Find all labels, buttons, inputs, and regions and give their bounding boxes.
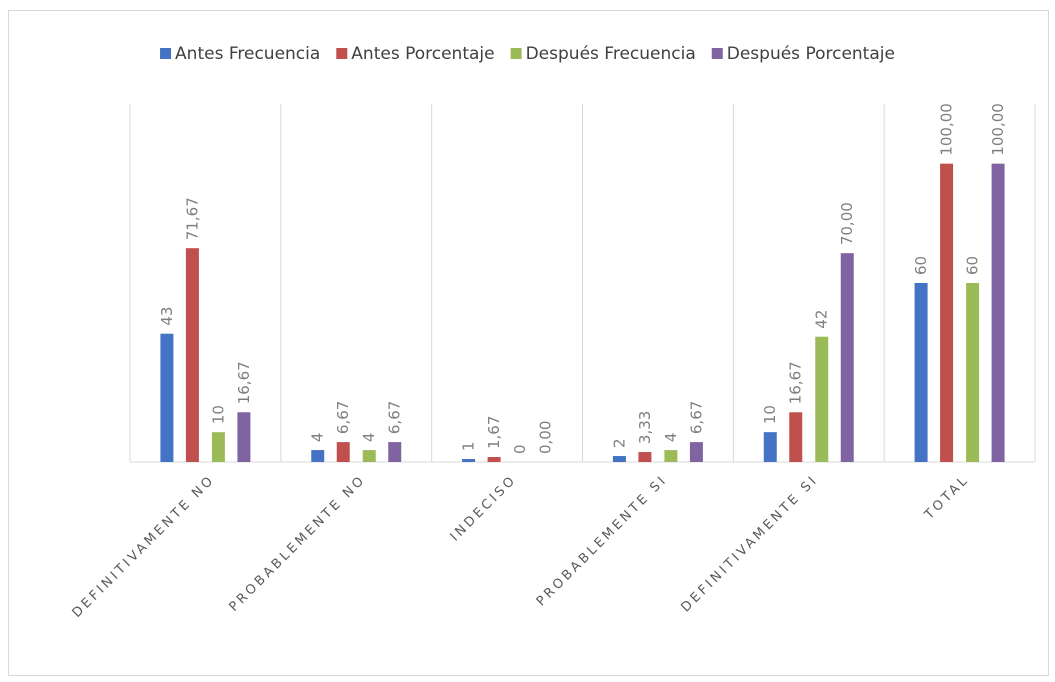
bar xyxy=(763,432,777,462)
data-label: 10 xyxy=(209,405,227,424)
legend-swatch xyxy=(336,48,348,59)
bar xyxy=(991,163,1005,462)
data-label: 6,67 xyxy=(334,401,352,434)
chart-border xyxy=(8,10,1049,676)
data-label: 6,67 xyxy=(687,401,705,434)
legend-swatch xyxy=(510,48,522,59)
legend-label: Antes Porcentaje xyxy=(351,44,494,64)
legend-label: Antes Frecuencia xyxy=(175,44,320,64)
bar xyxy=(840,253,854,462)
bar xyxy=(487,457,501,462)
data-label: 0 xyxy=(511,444,529,454)
bar xyxy=(336,442,350,462)
bar xyxy=(311,450,325,462)
bar xyxy=(789,412,803,462)
legend-label: Después Frecuencia xyxy=(526,44,696,64)
data-label: 4 xyxy=(309,433,327,443)
data-label: 4 xyxy=(360,433,378,443)
data-label: 42 xyxy=(813,310,831,329)
bar xyxy=(664,450,678,462)
legend-swatch xyxy=(160,48,172,59)
bar xyxy=(638,452,652,462)
legend-label: Después Porcentaje xyxy=(727,44,895,64)
bar xyxy=(612,456,626,462)
data-label: 43 xyxy=(158,307,176,326)
bar xyxy=(362,450,376,462)
bar xyxy=(940,163,954,462)
data-label: 0,00 xyxy=(537,421,555,454)
legend-swatch xyxy=(711,48,723,59)
bar xyxy=(237,412,251,462)
data-label: 4 xyxy=(662,433,680,443)
data-label: 71,67 xyxy=(183,197,201,240)
data-label: 16,67 xyxy=(235,361,253,404)
data-label: 70,00 xyxy=(838,202,856,245)
data-label: 60 xyxy=(964,256,982,275)
bar xyxy=(160,333,174,462)
bar xyxy=(966,283,980,462)
bar xyxy=(185,248,199,462)
data-label: 100,00 xyxy=(938,103,956,156)
data-label: 1,67 xyxy=(485,416,503,449)
data-label: 100,00 xyxy=(989,103,1007,155)
bar xyxy=(462,459,476,462)
data-label: 10 xyxy=(761,405,779,424)
data-label: 16,67 xyxy=(787,361,805,404)
data-label: 2 xyxy=(610,438,628,448)
data-label: 6,67 xyxy=(386,401,404,434)
data-label: 3,33 xyxy=(636,411,654,444)
bar xyxy=(689,442,703,462)
bar xyxy=(815,336,829,462)
bar xyxy=(388,442,402,462)
bar xyxy=(211,432,225,462)
data-label: 1 xyxy=(460,441,478,451)
data-label: 60 xyxy=(912,256,930,275)
bar xyxy=(914,283,928,462)
